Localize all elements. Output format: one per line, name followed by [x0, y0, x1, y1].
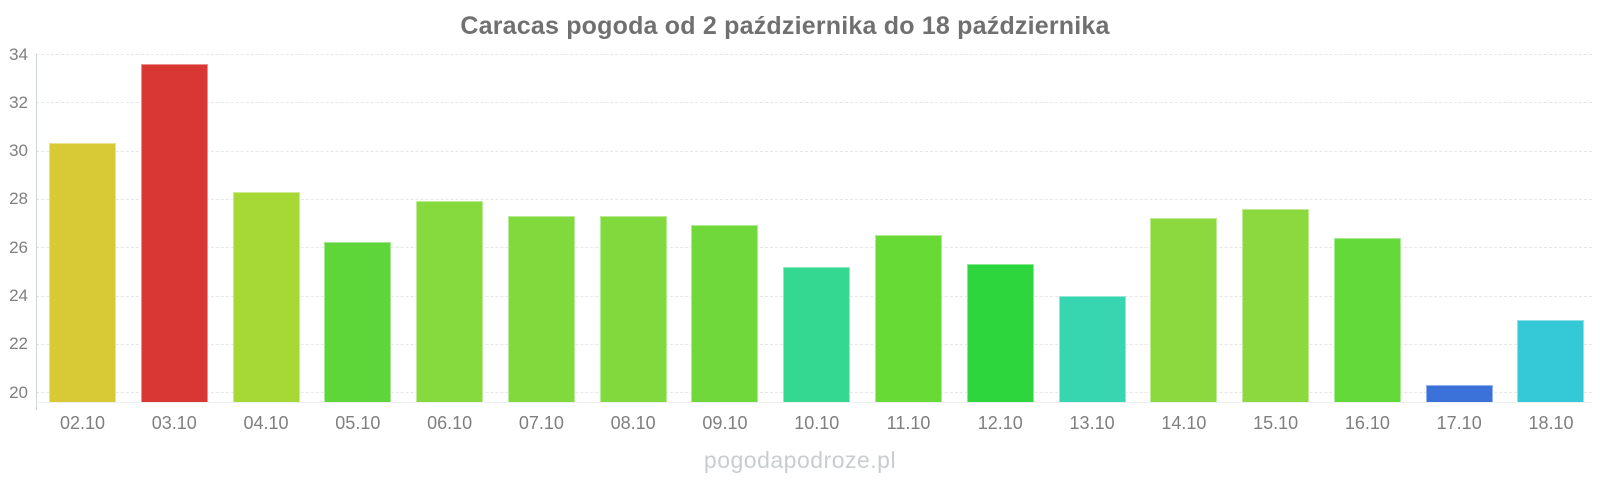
bar-18.10[interactable] [1517, 319, 1585, 402]
bar-14.10[interactable] [1150, 218, 1218, 402]
x-tick-15.10: 15.10 [1253, 413, 1299, 433]
bar-07.10[interactable] [507, 215, 575, 402]
bar-12.10[interactable] [966, 264, 1034, 402]
x-tick-09.10: 09.10 [702, 413, 748, 433]
bar-15.10[interactable] [1242, 208, 1310, 402]
bar-04.10[interactable] [232, 191, 300, 402]
x-tick-07.10: 07.10 [518, 413, 564, 433]
x-tick-10.10: 10.10 [794, 413, 840, 433]
x-tick-16.10: 16.10 [1344, 413, 1390, 433]
y-tick-20: 20 [9, 382, 28, 402]
y-tick-22: 22 [9, 334, 28, 354]
watermark-text: pogodapodroze.pl [703, 447, 897, 473]
x-axis-baseline [36, 402, 1592, 403]
gridline-28 [36, 198, 1592, 200]
x-tick-03.10: 03.10 [151, 413, 197, 433]
x-tick-18.10: 18.10 [1528, 413, 1574, 433]
bar-13.10[interactable] [1058, 295, 1126, 402]
bar-02.10[interactable] [49, 143, 116, 402]
x-tick-12.10: 12.10 [977, 413, 1023, 433]
x-tick-04.10: 04.10 [243, 413, 289, 433]
bar-10.10[interactable] [783, 266, 851, 402]
y-tick-28: 28 [9, 189, 28, 209]
gridline-34 [36, 54, 1592, 55]
bar-17.10[interactable] [1425, 384, 1493, 402]
bar-05.10[interactable] [324, 242, 392, 402]
y-tick-32: 32 [9, 92, 28, 112]
x-tick-14.10: 14.10 [1161, 413, 1207, 433]
x-tick-02.10: 02.10 [59, 413, 106, 433]
y-tick-34: 34 [9, 44, 28, 64]
y-tick-30: 30 [9, 141, 28, 161]
x-tick-13.10: 13.10 [1069, 413, 1115, 433]
x-tick-05.10: 05.10 [335, 413, 381, 433]
x-tick-06.10: 06.10 [427, 413, 473, 433]
y-tick-24: 24 [9, 286, 28, 305]
chart-title: Caracas pogoda od 2 października do 18 p… [460, 12, 1110, 40]
y-tick-26: 26 [9, 237, 28, 257]
x-tick-08.10: 08.10 [610, 413, 656, 433]
bar-11.10[interactable] [875, 235, 943, 402]
gridline-26 [36, 247, 1592, 249]
x-tick-17.10: 17.10 [1436, 413, 1482, 433]
gridline-30 [36, 150, 1592, 152]
bar-16.10[interactable] [1333, 237, 1401, 402]
bar-03.10[interactable] [140, 63, 208, 402]
gridline-32 [36, 102, 1592, 104]
y-axis-line [36, 54, 37, 410]
x-tick-11.10: 11.10 [886, 413, 931, 433]
bar-06.10[interactable] [416, 201, 484, 402]
bar-09.10[interactable] [691, 225, 759, 402]
bar-08.10[interactable] [599, 215, 667, 402]
